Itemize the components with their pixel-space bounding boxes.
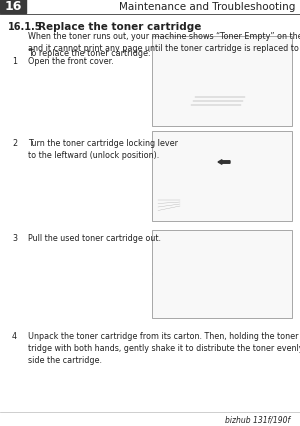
Bar (0, 0, 26, 14)
Polygon shape (252, 248, 268, 286)
FancyBboxPatch shape (199, 169, 239, 183)
Bar (184, 147, 256, 169)
FancyBboxPatch shape (190, 64, 250, 92)
Text: bizhub 131f/190f: bizhub 131f/190f (225, 414, 290, 423)
Text: 4: 4 (12, 331, 17, 340)
Bar (164, 268, 206, 281)
Bar (212, 245, 230, 250)
Text: Unpack the toner cartridge from its carton. Then, holding the toner car-
tridge : Unpack the toner cartridge from its cart… (28, 331, 300, 365)
Polygon shape (188, 286, 248, 306)
Bar (230, 158, 240, 167)
Text: Replace the toner cartridge: Replace the toner cartridge (38, 22, 201, 32)
FancyArrow shape (176, 99, 188, 104)
Text: 2: 2 (12, 139, 17, 148)
Bar (194, 260, 252, 286)
Text: To replace the toner cartridge:: To replace the toner cartridge: (28, 49, 151, 58)
Bar (152, 132, 292, 222)
Bar (152, 230, 292, 318)
Polygon shape (190, 49, 268, 64)
Text: 3: 3 (12, 233, 17, 242)
Ellipse shape (153, 271, 163, 278)
Text: Turn the toner cartridge locking lever
to the leftward (unlock position).: Turn the toner cartridge locking lever t… (28, 139, 178, 160)
Bar (152, 37, 292, 127)
Bar (184, 167, 256, 184)
Text: Maintenance and Troubleshooting: Maintenance and Troubleshooting (118, 2, 295, 12)
Polygon shape (194, 248, 268, 260)
Text: Pull the used toner cartridge out.: Pull the used toner cartridge out. (28, 233, 161, 242)
Text: 16: 16 (4, 0, 22, 14)
Bar (210, 46, 230, 52)
Polygon shape (187, 92, 245, 114)
Text: 16.1.5: 16.1.5 (8, 22, 43, 32)
Text: Open the front cover.: Open the front cover. (28, 57, 114, 66)
Polygon shape (250, 49, 268, 92)
Text: 1: 1 (12, 57, 17, 66)
Text: When the toner runs out, your machine shows “Toner Empty” on the LCD
and it cann: When the toner runs out, your machine sh… (28, 32, 300, 53)
Polygon shape (160, 199, 180, 213)
Bar (180, 183, 260, 204)
FancyArrow shape (218, 160, 230, 165)
